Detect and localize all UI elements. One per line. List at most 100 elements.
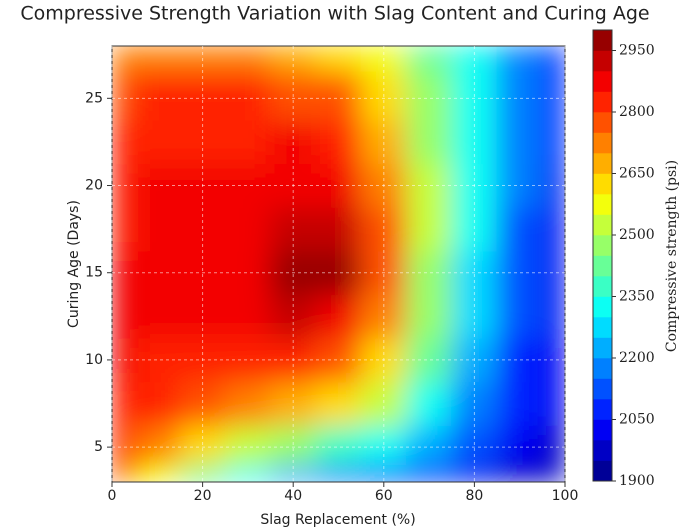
x-tick-label: 20 [194,488,212,504]
y-tick-label: 5 [94,439,103,455]
contour-cell [541,337,565,383]
contour-cell [315,119,362,165]
x-tick-label: 80 [465,488,483,504]
contour-cell [315,424,362,466]
contour-cell [112,119,136,165]
y-tick-label: 10 [85,352,103,368]
contour-cell [134,46,181,73]
contour-cell [134,206,181,252]
colorbar-band [593,214,612,236]
contour-cell [134,381,181,426]
contour-cell [405,71,453,121]
contour-cell [315,381,362,426]
contour-cell [496,71,543,121]
colorbar-band [593,255,612,277]
x-tick-label: 0 [108,488,117,504]
contour-cell [541,163,565,208]
contour-cell [224,424,272,466]
colorbar-band [593,337,612,359]
contour-cell [224,464,272,482]
colorbar-band [593,296,612,318]
contour-cell [224,46,272,73]
contour-cell [112,294,136,339]
contour-field [112,46,565,482]
contour-cell [112,250,136,296]
contour-cell [112,71,136,121]
colorbar-band [593,398,612,420]
contour-cell [112,424,136,466]
contour-cell [134,464,181,482]
colorbar-band [593,91,612,113]
contour-cell [134,71,181,121]
contour-cell [315,71,362,121]
x-tick-label: 60 [375,488,393,504]
contour-cell [496,464,543,482]
contour-cell [541,119,565,165]
y-axis-label: Curing Age (Days) [66,200,82,328]
y-tick-label: 25 [85,90,103,106]
colorbar-band [593,316,612,338]
contour-cell [496,119,543,165]
contour-cell [315,464,362,482]
contour-cell [224,206,272,252]
contour-cell [112,163,136,208]
contour-cell [496,381,543,426]
contour-cell [405,294,453,339]
contour-cell [405,119,453,165]
colorbar-band [593,70,612,92]
contour-cell [496,206,543,252]
contour-cell [541,71,565,121]
colorbar-label: Compressive strength (psi) [664,160,680,352]
colorbar-band [593,193,612,215]
contour-cell [112,464,136,482]
colorbar-band [593,132,612,154]
contour-cell [541,381,565,426]
colorbar-frame [592,29,613,482]
contour-cell [541,250,565,296]
colorbar-tick-label: 2200 [619,350,655,366]
colorbar-band [593,275,612,297]
x-tick-label: 40 [284,488,302,504]
colorbar-band [593,152,612,174]
contour-cell [405,381,453,426]
contour-cell [224,71,272,121]
contour-cell [315,206,362,252]
contour-cell [541,464,565,482]
colorbar-tick-label: 2800 [619,104,655,120]
y-tick-label: 20 [85,178,103,194]
colorbar-tick-label: 2050 [619,412,655,428]
plot-clip [112,46,565,482]
colorbar-band [593,419,612,441]
contour-cell [541,46,565,73]
colorbar-tick-label: 2650 [619,166,655,182]
colorbar-tick-label: 2500 [619,227,655,243]
contour-cell [134,424,181,466]
contour-cell [134,294,181,339]
colorbar-tick-label: 2350 [619,289,655,305]
contour-cell [496,294,543,339]
contour-cell [315,46,362,73]
chart-title: Compressive Strength Variation with Slag… [20,3,649,25]
contour-cell [112,46,136,73]
contour-cell [405,206,453,252]
contour-cell [224,381,272,426]
contour-cell [112,206,136,252]
contour-cell [134,119,181,165]
colorbar-band [593,357,612,379]
colorbar-band [593,378,612,400]
contour-cell [496,46,543,73]
contour-cell [405,46,453,73]
contour-cell [224,294,272,339]
contour-cell [112,381,136,426]
contour-cell [496,424,543,466]
colorbar-band [593,111,612,133]
contour-cell [541,424,565,466]
contour-cell [405,464,453,482]
colorbar-band [593,234,612,256]
contour-cell [541,206,565,252]
contour-cell [112,337,136,383]
colorbar-band [593,29,612,51]
y-tick-label: 15 [85,265,103,281]
colorbar-band [593,460,612,482]
